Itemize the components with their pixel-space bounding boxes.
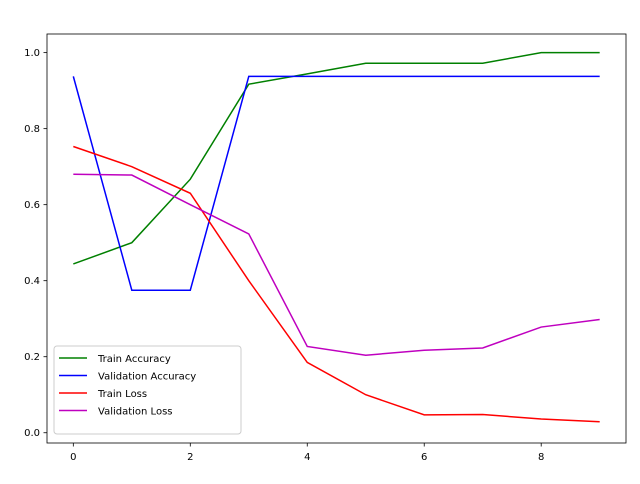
x-tick-label: 2 — [187, 452, 193, 463]
y-tick-label: 0.2 — [24, 352, 40, 363]
y-tick-label: 1.0 — [24, 48, 40, 59]
y-tick-label: 0.6 — [24, 200, 40, 211]
y-tick-label: 0.8 — [24, 124, 40, 135]
x-tick-label: 0 — [70, 452, 76, 463]
legend-label: Validation Accuracy — [98, 372, 196, 383]
y-tick-label: 0.0 — [24, 428, 40, 439]
x-tick-label: 6 — [421, 452, 427, 463]
legend: Train Accuracy Validation Accuracy Train L… — [53, 345, 242, 435]
y-tick-label: 0.4 — [24, 276, 40, 287]
legend-label: Train Loss — [97, 389, 147, 400]
x-tick-label: 4 — [304, 452, 310, 463]
ticks-layer: 0 2 4 6 8 0.0 0.2 0.4 0.6 0.8 1.0 — [24, 48, 544, 463]
legend-label: Train Accuracy — [97, 354, 171, 365]
series-layer — [72, 51, 600, 423]
series-line-train-accuracy — [73, 51, 600, 265]
series-line-validation-loss — [73, 173, 600, 356]
axes-frame — [46, 33, 627, 444]
legend-label: Validation Loss — [98, 407, 173, 418]
series-line-validation-accuracy — [72, 75, 600, 291]
x-tick-label: 8 — [538, 452, 544, 463]
series-line-train-loss — [73, 145, 600, 423]
legend-box — [53, 345, 242, 435]
